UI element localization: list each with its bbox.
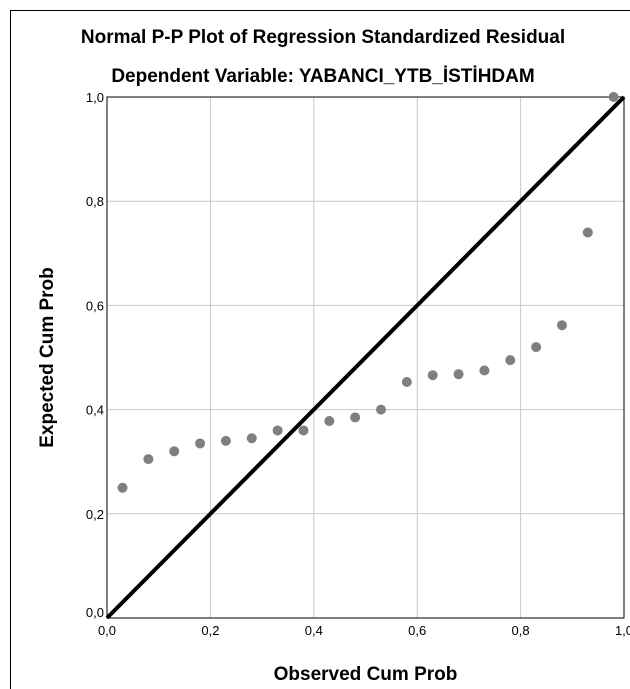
data-point [427, 370, 438, 381]
data-point [246, 433, 257, 444]
x-tick-label: 0,8 [512, 623, 530, 638]
chart-subtitle: Dependent Variable: YABANCI_YTB_İSTİHDAM [111, 66, 535, 87]
data-point [195, 438, 206, 449]
data-point [169, 446, 180, 457]
reference-line [105, 95, 626, 620]
data-point [117, 482, 128, 493]
data-point [401, 376, 412, 387]
data-point [376, 404, 387, 415]
y-tick-label: 1,0 [86, 90, 104, 105]
data-point [556, 320, 567, 331]
chart-frame [10, 10, 630, 689]
x-tick-label: 0,2 [201, 623, 219, 638]
y-tick-label: 0,4 [86, 403, 104, 418]
data-point [272, 425, 283, 436]
x-tick-label: 0,0 [98, 623, 116, 638]
data-point [298, 425, 309, 436]
y-tick-label: 0,6 [86, 298, 104, 313]
data-point [608, 92, 619, 102]
y-tick-label: 0,2 [86, 507, 104, 522]
chart-title: Normal P-P Plot of Regression Standardiz… [80, 27, 566, 48]
data-point [582, 227, 593, 238]
data-point [350, 412, 361, 423]
y-tick-label: 0,0 [86, 605, 104, 620]
data-point [324, 416, 335, 427]
data-point [531, 342, 542, 353]
x-axis-label: Observed Cum Prob [274, 664, 458, 685]
y-axis-label: Expected Cum Prob [37, 267, 58, 448]
x-tick-label: 0,4 [305, 623, 323, 638]
grid-lines [107, 97, 624, 618]
x-tick-label: 0,6 [408, 623, 426, 638]
tick-labels: 0,0 0,0 0,2 0,2 0,4 0,4 0,6 0,6 0,8 0,8 1,0 1,0 [86, 90, 630, 638]
x-tick-label: 1,0 [615, 623, 630, 638]
data-point [479, 365, 490, 376]
data-points [117, 92, 619, 493]
data-point [505, 355, 516, 366]
data-point [453, 369, 464, 380]
plot-area [106, 96, 625, 619]
data-point [143, 454, 154, 465]
data-point [220, 435, 231, 446]
y-tick-label: 0,8 [86, 194, 104, 209]
